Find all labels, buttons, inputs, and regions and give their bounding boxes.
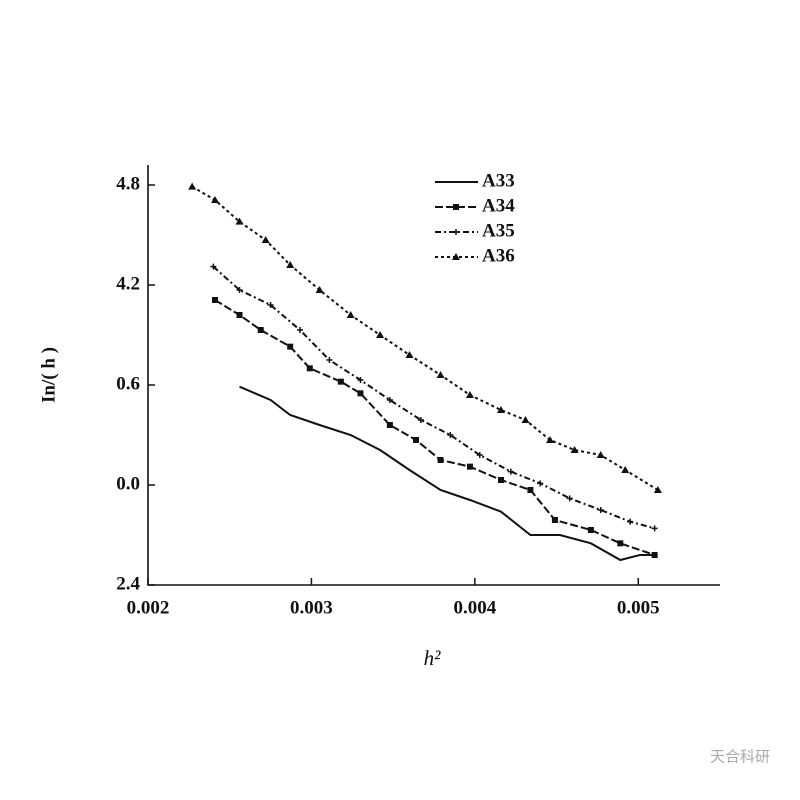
marker — [306, 365, 313, 372]
marker — [211, 196, 220, 203]
marker — [651, 525, 658, 532]
marker — [287, 343, 294, 350]
marker — [257, 327, 264, 333]
x-axis-label: h² — [424, 646, 442, 670]
x-tick-label: 0.004 — [453, 597, 496, 618]
marker — [386, 397, 393, 403]
marker — [296, 327, 303, 333]
marker — [596, 451, 605, 458]
marker — [261, 236, 270, 243]
marker — [452, 253, 460, 260]
marker — [357, 390, 364, 397]
marker — [447, 432, 454, 438]
y-tick-label: 0.6 — [116, 373, 140, 394]
y-tick-label: 2.4 — [116, 573, 140, 594]
marker — [551, 517, 558, 523]
marker — [597, 507, 604, 513]
legend-label: A34 — [482, 195, 515, 216]
axes — [147, 165, 720, 586]
legend-label: A35 — [482, 220, 515, 241]
marker — [417, 417, 424, 423]
marker — [653, 486, 662, 493]
marker — [521, 416, 530, 423]
marker — [236, 287, 243, 293]
marker — [210, 263, 217, 270]
marker — [453, 229, 459, 235]
marker — [235, 217, 244, 225]
y-tick-label: 4.8 — [116, 173, 140, 194]
series-line — [239, 385, 655, 562]
marker — [212, 297, 219, 303]
marker — [413, 437, 420, 443]
x-tick-label: 0.003 — [290, 597, 333, 618]
series-line — [212, 265, 655, 530]
y-tick-label: 0.0 — [116, 473, 140, 494]
marker — [587, 527, 594, 533]
marker — [236, 312, 243, 318]
marker — [465, 391, 474, 398]
marker — [386, 422, 393, 428]
legend-label: A36 — [482, 245, 515, 266]
marker — [627, 518, 634, 525]
marker — [337, 378, 344, 385]
marker — [405, 351, 414, 358]
marker — [570, 446, 579, 453]
marker — [188, 182, 197, 190]
marker — [621, 466, 630, 473]
marker — [527, 487, 534, 493]
marker — [651, 552, 658, 558]
x-tick-label: 0.005 — [617, 597, 660, 618]
marker — [436, 371, 445, 378]
marker — [546, 436, 555, 443]
marker — [376, 331, 385, 338]
y-axis-label: In/( h ) — [38, 347, 59, 403]
legend-label: A33 — [482, 170, 515, 191]
marker — [617, 540, 624, 547]
marker — [498, 477, 505, 483]
marker — [466, 463, 473, 470]
marker — [315, 286, 324, 293]
watermark: 天合科研 — [710, 748, 770, 766]
marker — [537, 480, 544, 487]
marker — [453, 204, 459, 210]
marker — [476, 452, 483, 458]
series-line — [191, 185, 659, 491]
marker — [286, 261, 295, 268]
marker — [357, 377, 364, 383]
marker — [566, 495, 573, 502]
marker — [326, 357, 333, 363]
x-tick-label: 0.002 — [127, 597, 170, 618]
marker — [497, 406, 506, 413]
marker — [267, 302, 274, 308]
marker — [507, 468, 514, 475]
marker — [346, 311, 355, 318]
y-tick-label: 4.2 — [116, 273, 140, 294]
marker — [437, 457, 444, 463]
